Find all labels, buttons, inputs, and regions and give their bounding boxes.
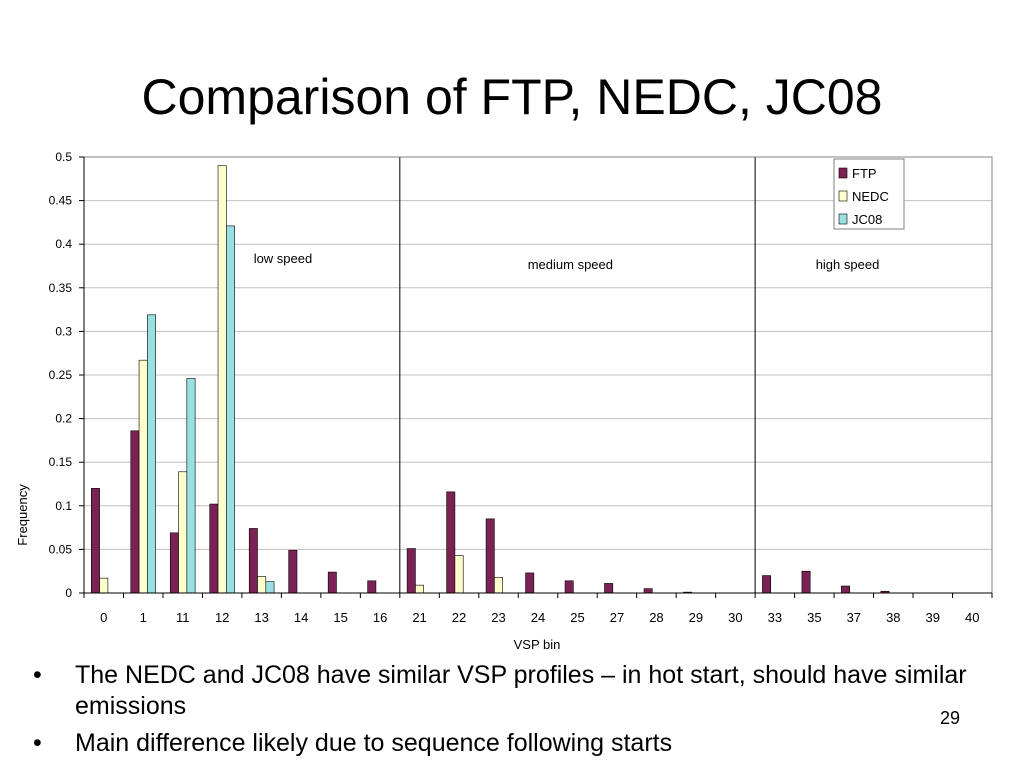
slide-title: Comparison of FTP, NEDC, JC08 xyxy=(141,69,883,125)
y-tick-label: 0.1 xyxy=(55,499,72,513)
bar-jc08 xyxy=(186,378,196,594)
legend-label: JC08 xyxy=(852,212,882,227)
region-label: low speed xyxy=(254,251,313,266)
bar-ftp xyxy=(485,518,495,594)
region-label: medium speed xyxy=(528,257,613,272)
bullet-list: • The NEDC and JC08 have similar VSP prof… xyxy=(28,660,1018,765)
legend-label: NEDC xyxy=(852,189,889,204)
legend: FTP NEDC JC08 xyxy=(833,158,905,230)
bar-nedc xyxy=(454,555,464,594)
x-axis-title: VSP bin xyxy=(514,637,561,652)
x-tick-label: 14 xyxy=(294,610,308,625)
bar-ftp xyxy=(91,488,100,594)
legend-label: FTP xyxy=(852,166,877,181)
x-tick-label: 37 xyxy=(847,610,861,625)
y-tick-label: 0.2 xyxy=(55,412,72,426)
y-tick-label: 0.05 xyxy=(49,542,73,556)
bar-ftp xyxy=(801,570,811,594)
x-tick-label: 15 xyxy=(333,610,347,625)
y-tick-label: 0.4 xyxy=(55,237,72,251)
region-label: high speed xyxy=(816,257,880,272)
bar-ftp xyxy=(367,580,377,594)
bullet-text: Main difference likely due to sequence f… xyxy=(75,729,673,757)
x-tick-label: 38 xyxy=(886,610,900,625)
bar-ftp xyxy=(406,548,416,594)
axes: 00.050.10.150.20.250.30.350.40.450.50 1 11… xyxy=(49,150,993,625)
x-tick-label: 28 xyxy=(649,610,663,625)
bullet-item: • The NEDC and JC08 have similar VSP prof… xyxy=(28,660,1018,722)
y-tick-label: 0.45 xyxy=(49,194,73,208)
bullet-text: The NEDC and JC08 have similar VSP profi… xyxy=(75,661,967,720)
legend-swatch xyxy=(838,213,848,225)
x-tick-label: 24 xyxy=(531,610,545,625)
bar-ftp xyxy=(209,503,219,594)
x-tick-label: 12 xyxy=(215,610,229,625)
bar-jc08 xyxy=(147,314,156,594)
x-tick-label: 35 xyxy=(807,610,821,625)
y-tick-label: 0.15 xyxy=(49,455,73,469)
y-tick-label: 0.25 xyxy=(49,368,73,382)
x-tick-label: 11 xyxy=(176,610,190,625)
bar-ftp xyxy=(564,580,574,594)
bar-nedc xyxy=(217,165,227,594)
x-tick-label: 25 xyxy=(570,610,584,625)
vsp-frequency-chart: 00.050.10.150.20.250.30.350.40.450.50 1 11… xyxy=(15,150,993,652)
y-tick-label: 0.3 xyxy=(55,324,72,338)
bullet-dot-icon: • xyxy=(33,661,42,689)
region-separators xyxy=(399,157,756,593)
bar-ftp xyxy=(327,571,337,594)
bar-ftp xyxy=(841,585,850,594)
bars xyxy=(91,165,890,594)
bar-nedc xyxy=(415,584,425,594)
bullet-item: • Main difference likely due to sequence … xyxy=(28,728,1018,759)
bar-ftp xyxy=(604,583,614,594)
gridlines xyxy=(84,200,992,550)
x-tick-label: 16 xyxy=(373,610,387,625)
legend-swatch xyxy=(838,167,848,179)
x-tick-label: 33 xyxy=(768,610,782,625)
bar-jc08 xyxy=(265,581,275,594)
x-tick-label: 30 xyxy=(728,610,742,625)
bar-ftp xyxy=(762,575,772,594)
bar-ftp xyxy=(643,588,653,594)
x-tick-label: 13 xyxy=(254,610,268,625)
bar-ftp xyxy=(525,572,535,594)
x-tick-label: 40 xyxy=(965,610,979,625)
legend-swatch xyxy=(838,190,848,202)
y-tick-label: 0 xyxy=(65,586,72,600)
bar-ftp xyxy=(288,549,298,594)
x-tick-label: 39 xyxy=(926,610,940,625)
y-tick-label: 0.5 xyxy=(55,150,72,164)
bar-nedc xyxy=(257,576,267,594)
bar-nedc xyxy=(494,577,503,594)
bar-ftp xyxy=(130,430,140,594)
x-tick-label: 22 xyxy=(452,610,466,625)
x-tick-label: 23 xyxy=(491,610,505,625)
bar-jc08 xyxy=(226,225,235,594)
bar-ftp xyxy=(446,491,456,594)
x-tick-label: 1 xyxy=(140,610,147,625)
x-tick-label: 29 xyxy=(689,610,703,625)
bar-nedc xyxy=(99,577,109,594)
bar-nedc xyxy=(178,471,188,594)
x-tick-label: 27 xyxy=(610,610,624,625)
bar-nedc xyxy=(138,359,148,594)
y-tick-label: 0.35 xyxy=(49,281,73,295)
x-tick-label: 0 xyxy=(100,610,107,625)
bar-ftp xyxy=(248,528,258,594)
x-tick-label: 21 xyxy=(412,610,426,625)
page-number: 29 xyxy=(940,708,961,728)
bullet-dot-icon: • xyxy=(33,729,42,757)
region-annotations: low speed medium speed high speed xyxy=(254,251,880,272)
bar-ftp xyxy=(169,532,179,594)
y-axis-title: Frequency xyxy=(15,484,30,546)
